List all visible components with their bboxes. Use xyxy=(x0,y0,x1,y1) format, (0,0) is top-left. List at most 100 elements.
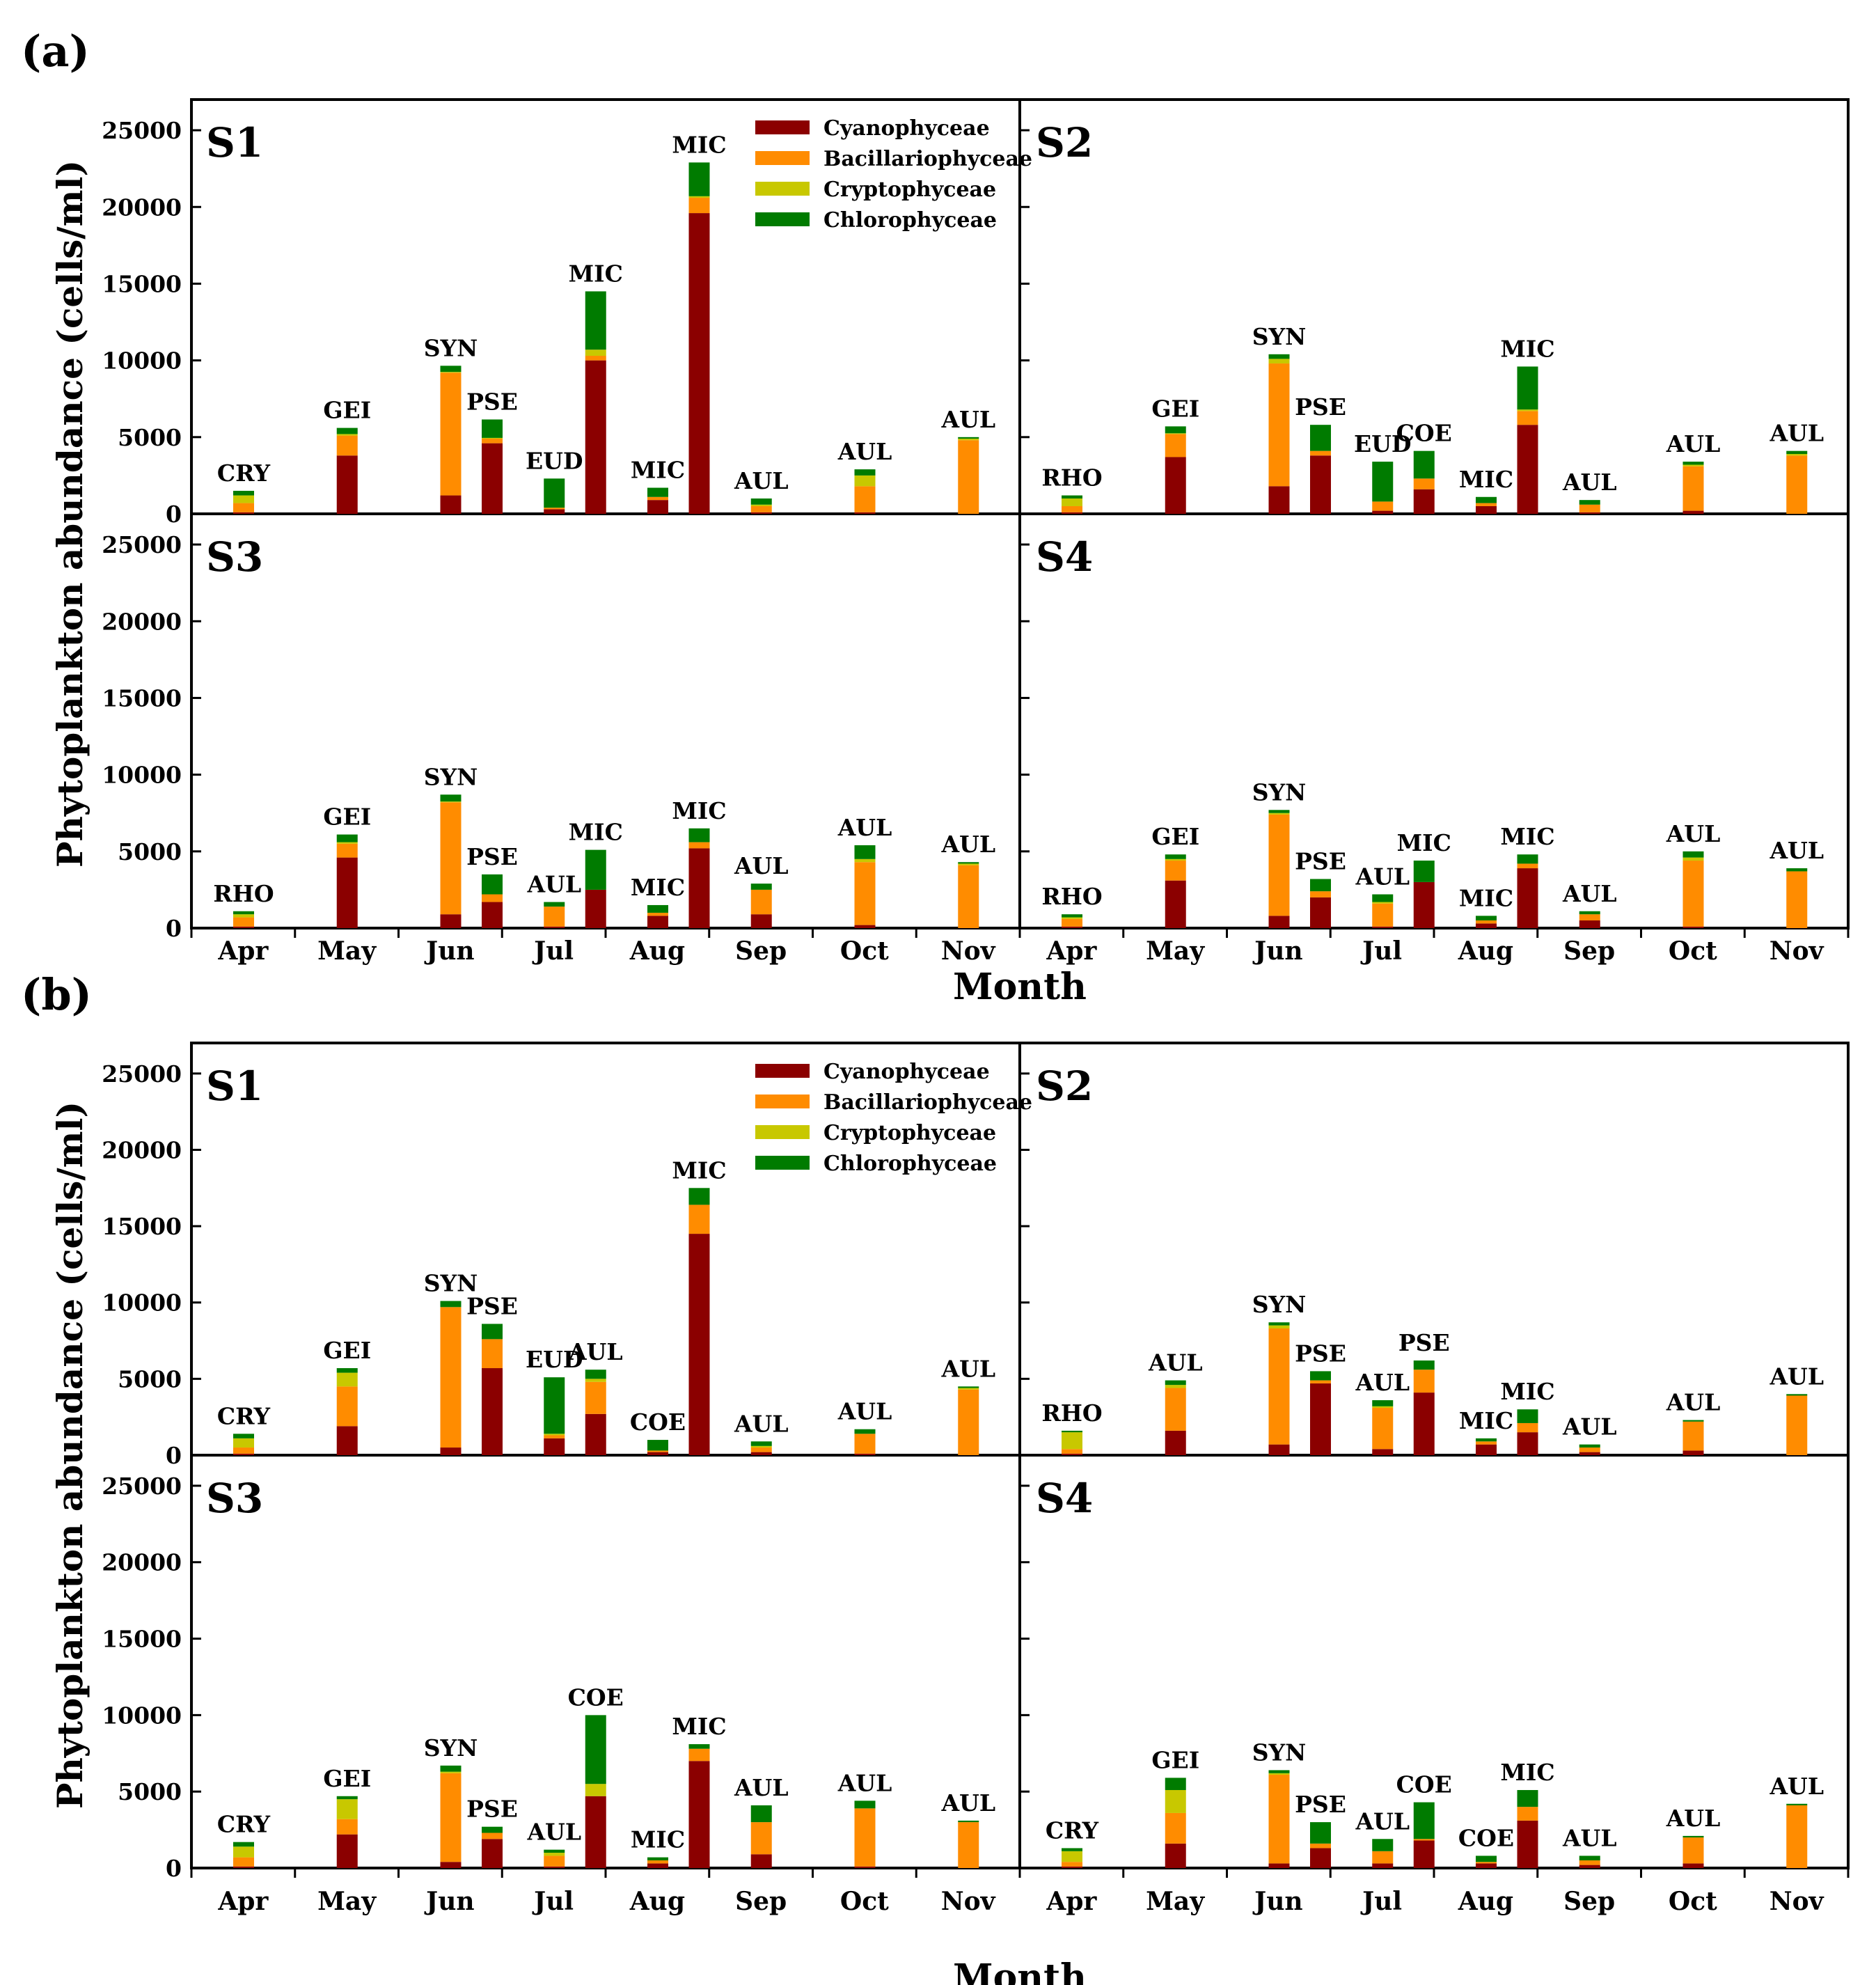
bar-segment xyxy=(1476,496,1497,503)
bar-segment xyxy=(1476,920,1497,924)
bar-segment xyxy=(585,889,606,928)
bar-segment xyxy=(1372,510,1394,514)
panel-label: S4 xyxy=(1036,1475,1093,1522)
bar-segment xyxy=(585,1379,606,1382)
bar-label: GEI xyxy=(1151,1746,1199,1773)
bar-label: AUL xyxy=(940,1355,995,1382)
bar-segment xyxy=(1165,880,1186,928)
x-tick-label: Nov xyxy=(941,936,996,966)
bar-segment xyxy=(1517,1422,1538,1433)
legend-swatch xyxy=(755,1125,810,1139)
bar-label: AUL xyxy=(837,438,892,465)
bar-segment xyxy=(1372,903,1394,927)
bar-segment xyxy=(1165,1380,1186,1386)
y-axis-label: Phytoplankton abundance (cells/ml) xyxy=(49,160,90,868)
bar-segment xyxy=(647,904,668,913)
bar-label: SYN xyxy=(1252,1739,1307,1766)
bar-label: MIC xyxy=(672,131,726,158)
bar-segment xyxy=(1165,1430,1186,1455)
bar-label: AUL xyxy=(837,814,892,841)
bar-segment xyxy=(1476,1855,1497,1862)
bar-segment xyxy=(1165,1385,1186,1388)
bar-label: PSE xyxy=(1295,847,1346,874)
group-label: (b) xyxy=(21,969,92,1020)
bar-segment xyxy=(1579,914,1600,920)
bar-segment xyxy=(854,1453,876,1455)
bar-segment xyxy=(1372,926,1394,928)
panel-label: S2 xyxy=(1036,1062,1093,1110)
y-tick-label: 5000 xyxy=(118,838,182,865)
bar-segment xyxy=(958,1388,979,1390)
bar-segment xyxy=(336,1426,358,1455)
bar-segment xyxy=(1517,366,1538,410)
bar-segment xyxy=(958,865,979,928)
legend-entry: Chlorophyceae xyxy=(823,1152,997,1176)
bar-label: AUL xyxy=(526,871,581,898)
bar-segment xyxy=(482,1826,503,1833)
x-tick-label: May xyxy=(317,1887,377,1916)
bar-segment xyxy=(1165,1778,1186,1790)
bar-segment xyxy=(233,1857,254,1867)
bar-segment xyxy=(482,1368,503,1455)
bar-segment xyxy=(1682,1837,1704,1864)
bar-label: CRY xyxy=(217,460,271,487)
bar-segment xyxy=(750,1447,772,1452)
bar-segment xyxy=(1165,1789,1186,1813)
bar-segment xyxy=(336,1386,358,1427)
bar-segment xyxy=(1310,1383,1331,1455)
x-tick-label: Nov xyxy=(1769,1887,1824,1916)
bar-segment xyxy=(750,1452,772,1455)
bar-segment xyxy=(1372,902,1394,904)
bar-segment xyxy=(1517,863,1538,869)
bar-segment xyxy=(647,1452,668,1455)
bar-label: EUD xyxy=(526,1346,583,1373)
bar-segment xyxy=(958,862,979,864)
bar-segment xyxy=(233,1434,254,1438)
bar-segment xyxy=(750,504,772,506)
bar-segment xyxy=(1062,495,1082,499)
x-tick-label: Jul xyxy=(532,1887,574,1916)
bar-segment xyxy=(440,1301,462,1308)
bar-label: MIC xyxy=(1500,335,1554,362)
bar-segment xyxy=(1268,1775,1290,1864)
bar-segment xyxy=(440,1765,462,1772)
bar-segment xyxy=(1268,814,1290,916)
bar-segment xyxy=(1476,1441,1497,1445)
x-tick-label: Sep xyxy=(1563,1887,1615,1916)
bar-segment xyxy=(1682,510,1704,514)
legend: Cyanophyceae Bacillariophyceae Cryptophyce… xyxy=(755,116,1032,233)
bar-segment xyxy=(1682,466,1704,511)
bar-segment xyxy=(1062,498,1082,506)
y-tick-label: 25000 xyxy=(102,1473,182,1500)
bar-label: GEI xyxy=(323,803,371,831)
bar-segment xyxy=(750,1445,772,1448)
y-tick-label: 20000 xyxy=(102,1136,182,1163)
bar-segment xyxy=(544,1853,565,1856)
bar-segment xyxy=(1268,1444,1290,1455)
x-tick-label: Apr xyxy=(217,936,269,966)
bar-segment xyxy=(336,1819,358,1835)
panel-label: S3 xyxy=(206,1475,263,1522)
x-tick-label: May xyxy=(317,936,377,966)
bar-segment xyxy=(854,925,876,928)
bar-label: COE xyxy=(568,1684,624,1711)
panel-s3: S3 CRY GEI SYN PSE AUL COE MIC MIC AUL AUL AUL xyxy=(206,1475,995,1868)
bar-segment xyxy=(854,512,876,514)
bar-segment xyxy=(1310,450,1331,456)
bar-segment xyxy=(1413,881,1435,928)
bar-segment xyxy=(688,1188,710,1205)
bar-segment xyxy=(233,914,254,918)
bar-segment xyxy=(958,440,979,514)
bar-segment xyxy=(1579,512,1600,514)
bar-segment xyxy=(854,1800,876,1809)
bar-label: AUL xyxy=(1666,1805,1721,1832)
bar-segment xyxy=(1682,464,1704,466)
bar-segment xyxy=(440,794,462,802)
legend-swatch xyxy=(755,212,810,226)
bar-segment xyxy=(1579,500,1600,505)
bar-segment xyxy=(1165,861,1186,881)
bar-label: RHO xyxy=(1041,883,1102,910)
y-tick-label: 20000 xyxy=(102,194,182,221)
bar-label: MIC xyxy=(672,797,726,824)
